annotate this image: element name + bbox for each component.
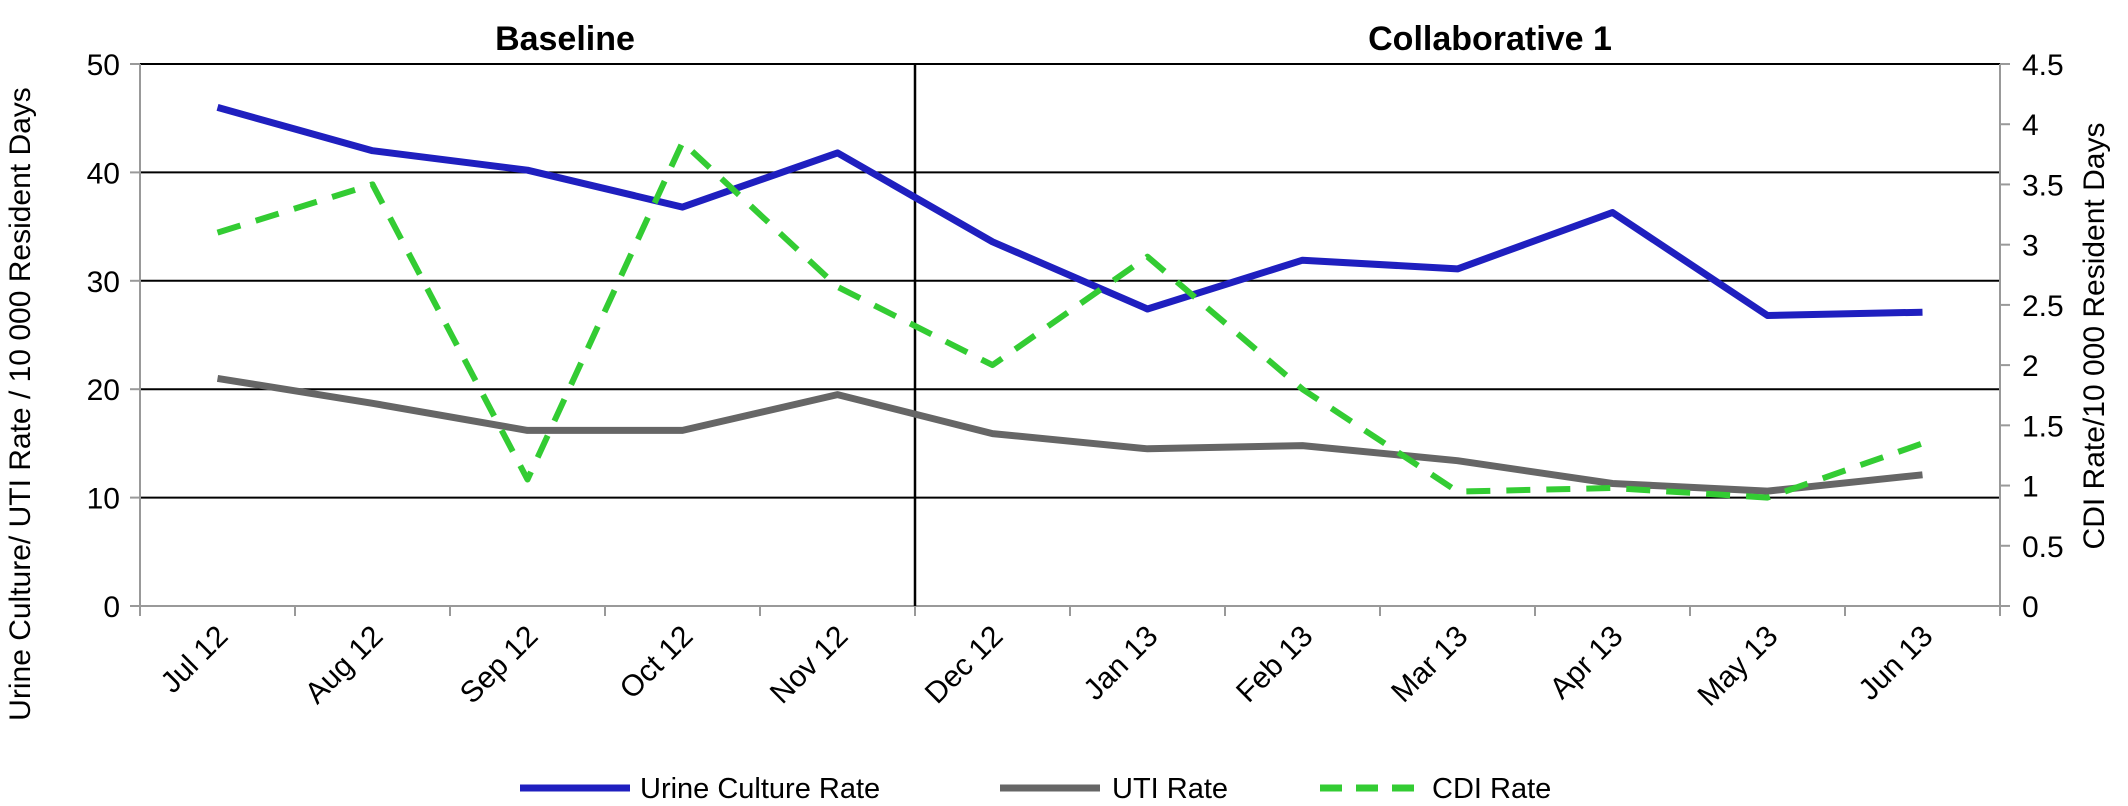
y-tick-label-left: 40 [87,157,120,190]
y-tick-label-right: 3 [2022,230,2039,263]
series-lines [216,104,1924,501]
x-tick-label: Feb 13 [1230,620,1319,709]
y-tick-label-right: 2 [2022,350,2039,383]
y-tick-label-right: 0 [2022,591,2039,624]
y-tick-label-left: 30 [87,266,120,299]
legend-item-uti: UTI Rate [1000,773,1228,805]
x-tick-label: Jul 12 [155,620,235,700]
y-tick-label-right: 3.5 [2022,169,2064,202]
legend-item-cdi: CDI Rate [1320,773,1551,805]
phase-label-baseline: Baseline [495,20,635,58]
y-tick-label-right: 2.5 [2022,290,2064,323]
legend-label: Urine Culture Rate [640,773,880,805]
x-tick-label: Mar 13 [1385,620,1474,709]
x-tick-label: Dec 12 [919,620,1010,711]
x-tick-label: Nov 12 [764,620,855,711]
y-tick-label-left: 20 [87,374,120,407]
y-axis-label-right: CDI Rate/10 000 Resident Days [2078,123,2111,550]
series-line-cdi-rate [216,139,1924,501]
y-tick-label-right: 0.5 [2022,531,2064,564]
x-tick-label: Apr 13 [1544,620,1630,706]
y-tick-label-right: 1 [2022,471,2039,504]
legend: Urine Culture Rate UTI Rate CDI Rate [520,773,1551,805]
y-tick-label-left: 50 [87,49,120,82]
x-tick-label: Jan 13 [1077,620,1164,707]
series-line-urine-culture-rate [216,104,1923,319]
x-tick-label: Sep 12 [454,620,545,711]
y-tick-label-right: 4.5 [2022,49,2064,82]
y-tick-label-left: 0 [103,591,120,624]
y-tick-label-left: 10 [87,483,120,516]
legend-label: UTI Rate [1112,773,1228,805]
x-tick-label: Jun 13 [1852,620,1939,707]
x-tick-label: May 13 [1692,620,1785,713]
x-tick-label: Aug 12 [299,620,390,711]
legend-label: CDI Rate [1432,773,1551,805]
series-line-uti-rate [216,374,1923,495]
y-tick-label-right: 1.5 [2022,410,2064,443]
phase-label-collaborative: Collaborative 1 [1368,20,1612,58]
x-tick-label: Oct 12 [614,620,700,706]
legend-item-urine-culture: Urine Culture Rate [520,773,880,805]
y-tick-label-right: 4 [2022,109,2039,142]
y-axis-label-left: Urine Culture/ UTI Rate / 10 000 Residen… [4,87,37,721]
gridlines [140,63,2000,499]
